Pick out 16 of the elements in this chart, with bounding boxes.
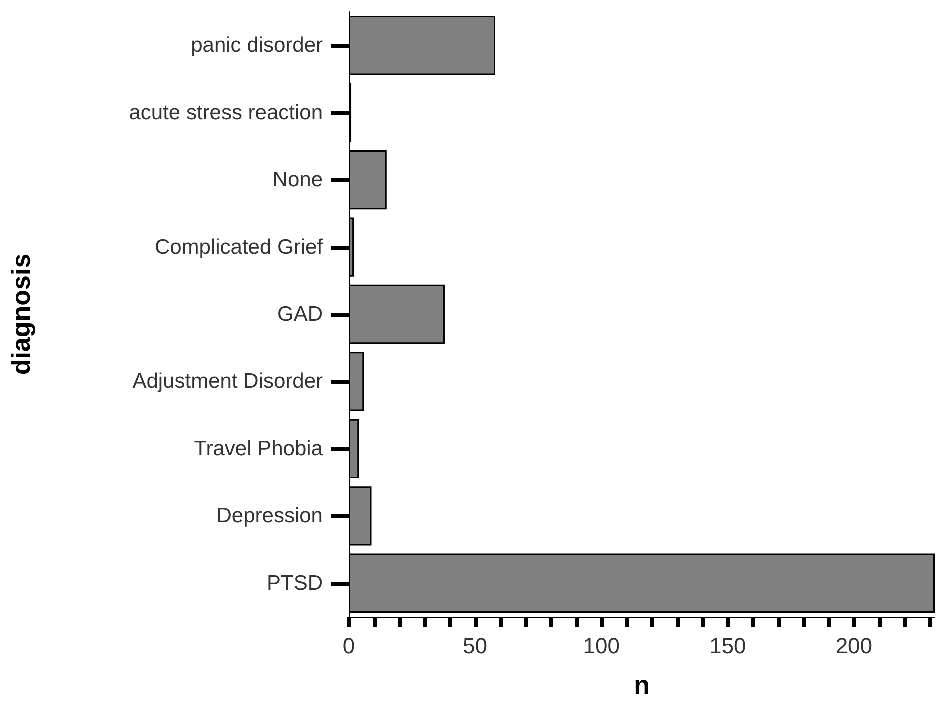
y-tick-label: Adjustment Disorder: [132, 370, 323, 394]
y-tick-label: panic disorder: [191, 34, 324, 58]
y-tick-label: GAD: [277, 303, 323, 326]
x-tick-label: 100: [583, 634, 620, 658]
y-tick-label: Depression: [216, 504, 323, 528]
y-tick-label: PTSD: [266, 572, 323, 595]
y-tick-label: Complicated Grief: [154, 236, 324, 259]
x-tick-label: 50: [463, 634, 488, 658]
x-axis-title: n: [634, 670, 650, 700]
y-tick-label: None: [272, 168, 323, 192]
x-tick-label: 200: [836, 634, 873, 658]
x-tick-label: 0: [342, 634, 356, 658]
y-tick-label: Travel Phobia: [194, 437, 324, 460]
x-tick-label: 150: [710, 634, 746, 658]
y-tick-label: acute stress reaction: [129, 101, 323, 124]
y-axis-title: diagnosis: [6, 254, 36, 376]
